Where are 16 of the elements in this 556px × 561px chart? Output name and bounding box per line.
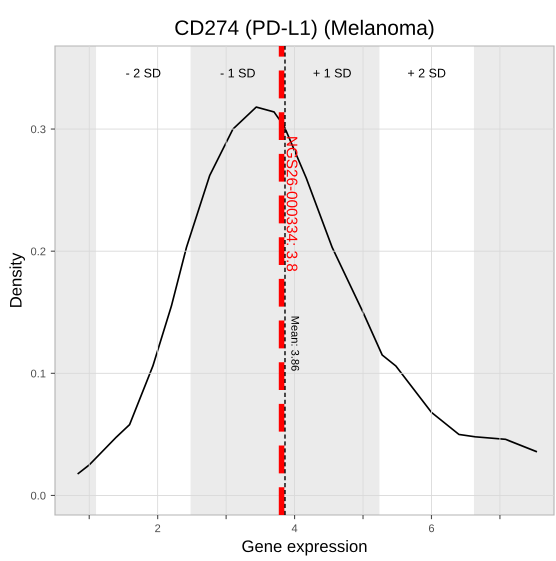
y-tick-label: 0.1 — [30, 370, 46, 378]
x-tick-label: 2 — [155, 524, 160, 532]
y-tick-label: 0.0 — [30, 492, 46, 500]
annotation: + 2 SD — [408, 68, 446, 78]
x-tick-label: 4 — [292, 524, 298, 532]
y-axis-title: Density — [9, 252, 25, 307]
band-label: - 1 SD — [220, 68, 255, 78]
y-tick-label: 0.2 — [30, 247, 46, 256]
ref-line-label: NGS26-000334: 3.8 — [286, 137, 298, 272]
chart-title: CD274 (PD-L1) (Melanoma) — [175, 20, 434, 40]
y-tick-label: 0.3 — [30, 125, 46, 134]
x-axis-title: Gene expression — [242, 540, 366, 556]
annotation: - 2 SD — [126, 68, 160, 78]
x-tick-label: 6 — [428, 524, 434, 532]
ref-line-label: Mean: 3.86 — [291, 316, 300, 371]
band-label: + 1 SD — [314, 68, 351, 78]
